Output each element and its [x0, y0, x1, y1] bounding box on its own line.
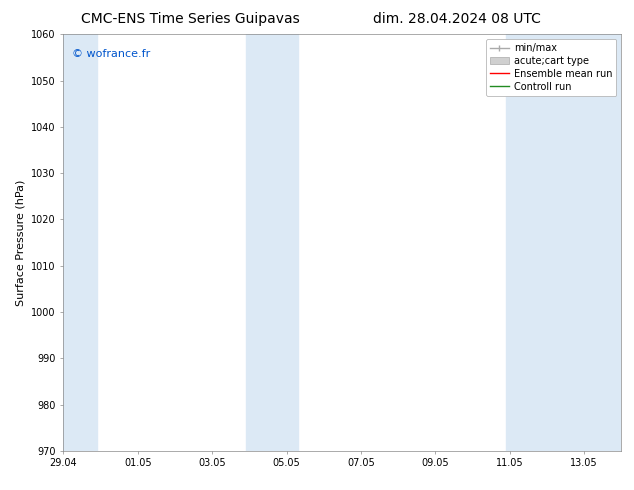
Bar — [245, 34, 298, 451]
Y-axis label: Surface Pressure (hPa): Surface Pressure (hPa) — [16, 179, 25, 306]
Legend: min/max, acute;cart type, Ensemble mean run, Controll run: min/max, acute;cart type, Ensemble mean … — [486, 39, 616, 96]
Bar — [506, 34, 621, 451]
Text: dim. 28.04.2024 08 UTC: dim. 28.04.2024 08 UTC — [373, 12, 540, 26]
Text: © wofrance.fr: © wofrance.fr — [72, 49, 150, 59]
Text: CMC-ENS Time Series Guipavas: CMC-ENS Time Series Guipavas — [81, 12, 300, 26]
Bar — [63, 34, 97, 451]
